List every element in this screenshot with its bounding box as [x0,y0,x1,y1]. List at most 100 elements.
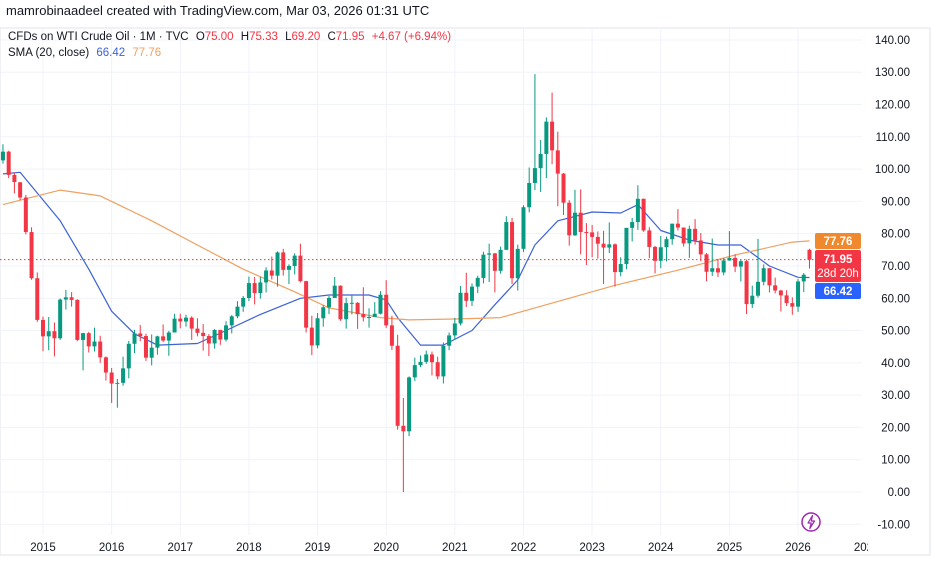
candle-body [195,328,200,333]
candle-body [424,354,429,362]
candle [664,236,669,262]
candle-body [481,254,486,278]
candle-body [315,318,320,346]
candle [355,302,360,329]
candle [647,227,652,259]
close-value: 71.95 [336,31,365,43]
candle-body [538,153,543,169]
y-tick-label: 40.00 [881,358,910,370]
candle-body [790,303,795,307]
legend-ohlc: CFDs on WTI Crude Oil · 1M · TVC O75.00 … [8,31,451,43]
candle-body [727,257,732,261]
indicator-name[interactable]: SMA (20, close) [8,47,89,59]
candle-body [212,329,217,344]
candle [527,167,532,213]
candle [504,216,509,251]
candle-body [46,331,51,337]
candle-body [275,252,280,276]
close-label: C [327,31,335,43]
candle [361,287,366,322]
candle [418,355,423,368]
lightning-icon[interactable] [801,512,821,532]
candle-body [407,377,412,432]
candle [161,324,166,343]
candle-body [693,228,698,241]
candle-body [452,323,457,336]
candle [281,248,286,276]
candle [401,398,406,492]
candle [75,299,80,342]
candle [681,227,686,247]
candle-body [670,223,675,240]
candle [63,289,68,310]
candle-body [630,222,635,228]
candle-body [172,318,177,333]
candle [429,351,434,376]
candle [29,227,34,280]
candle-body [687,228,692,244]
candle [115,378,120,408]
candle-body [281,252,286,270]
y-tick-label: 0.00 [888,487,910,499]
candle [121,356,126,386]
candle-body [675,223,680,228]
candle-body [241,297,246,307]
candle-body [132,333,137,344]
time-axis[interactable]: 2015 2016 2017 2018 2019 2020 2021 2022 2023 2024… [30,542,879,554]
candle [246,276,251,302]
candle-body [401,425,406,432]
candle-body [6,151,11,175]
candle-body [138,333,143,337]
candle-body [647,230,652,247]
candle [704,253,709,282]
candle [332,276,337,298]
candle-body [561,173,566,203]
candle-body [778,290,783,296]
candle [35,272,40,322]
countdown-label: 28d 20h [817,268,859,280]
candle [172,313,177,333]
candle [624,227,629,270]
candle-body [269,270,274,276]
candle [744,259,749,315]
candle-body [590,232,595,237]
candle-body [52,331,57,339]
candle-body [378,294,383,314]
y-tick-label: 130.00 [875,67,910,79]
candle [241,295,246,312]
candle-body [796,281,801,307]
candle [92,327,97,352]
last-price-label: 71.95 [824,254,853,266]
y-tick-label: 70.00 [881,261,910,273]
candle [584,223,589,266]
candle [252,276,257,305]
candle [464,272,469,307]
y-tick-label: 140.00 [875,35,910,47]
candle-body [584,232,589,234]
candle [670,223,675,245]
candle-body [572,212,577,236]
open-label: O [196,31,205,43]
candle [756,238,760,298]
candle-body [641,198,646,231]
symbol-name[interactable]: CFDs on WTI Crude Oil · 1M · TVC [8,31,189,43]
candle-body [109,372,114,384]
candle [550,92,555,165]
candle-body [681,227,686,244]
candle-body [595,236,600,244]
candle-body [161,336,166,341]
candle-body [441,345,446,377]
candle [315,313,320,349]
candle-body [527,182,532,208]
candle [710,238,715,276]
candle [86,331,91,353]
candle [395,334,400,430]
candle-body [349,302,354,304]
candle-body [767,268,772,286]
y-tick-label: 60.00 [881,293,910,305]
price-axis[interactable]: 140.00 130.00 120.00 110.00 100.00 90.00 80.00… [875,35,910,531]
candle [178,313,183,329]
candle-body [635,198,640,223]
candle-body [418,361,423,366]
